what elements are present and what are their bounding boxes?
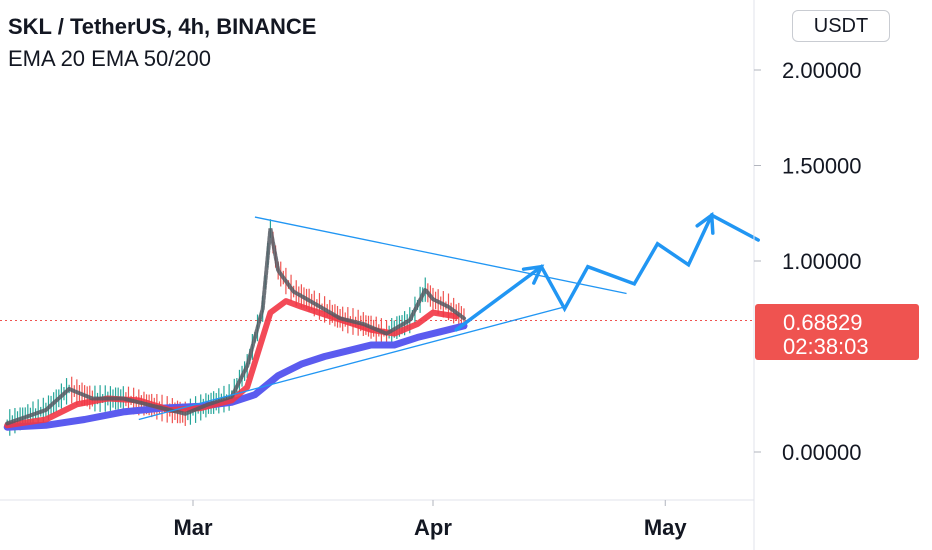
y-tick-label: 1.50000: [782, 154, 862, 179]
chart-title: SKL / TetherUS, 4h, BINANCE: [8, 14, 317, 39]
axes: 0.00000 1.00000 1.50000 2.00000 Mar Apr May: [0, 0, 862, 550]
ema-50-line: [5, 228, 466, 426]
support-trendline[interactable]: [138, 306, 565, 421]
resistance-trendline[interactable]: [254, 216, 627, 295]
y-tick-label: 1.00000: [782, 249, 862, 274]
x-tick-label: Apr: [414, 515, 452, 540]
projection-arrow[interactable]: [454, 211, 760, 332]
bar-countdown: 02:38:03: [783, 334, 869, 359]
ema-20-line: [4, 298, 460, 429]
indicator-legend[interactable]: EMA 20 EMA 50/200: [8, 46, 212, 71]
projection-arrowhead: [521, 264, 545, 285]
x-tick-label: May: [644, 515, 688, 540]
projection-arrowhead: [695, 211, 715, 235]
ema-200-line: [3, 322, 468, 431]
projection-path[interactable]: [454, 212, 760, 332]
trendlines[interactable]: [138, 216, 627, 421]
last-price-tag: 0.68829 02:38:03: [755, 304, 919, 360]
currency-button[interactable]: USDT: [792, 10, 890, 42]
x-tick-label: Mar: [173, 515, 213, 540]
last-price-value: 0.68829: [783, 310, 863, 335]
y-tick-label: 2.00000: [782, 58, 862, 83]
y-tick-label: 0.00000: [782, 440, 862, 465]
series-layer: [3, 228, 468, 431]
